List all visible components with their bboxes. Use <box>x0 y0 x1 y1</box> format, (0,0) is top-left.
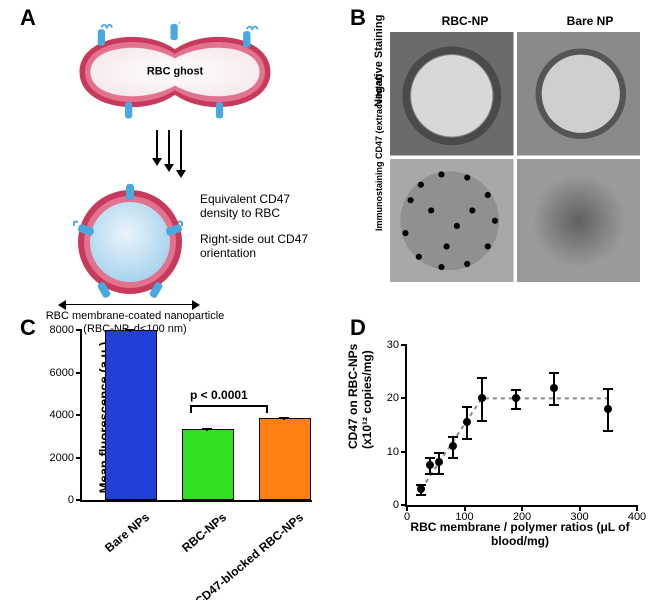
errcap <box>477 420 487 422</box>
xlabel-1: RBC-NPs <box>179 510 229 555</box>
point-d <box>417 485 425 493</box>
ytick <box>76 329 82 331</box>
row-header-immuno: Immunostaining CD47 (extracellular) <box>374 213 384 231</box>
panel-a: RBC ghost <box>20 12 330 302</box>
ytick <box>401 397 407 399</box>
errcap <box>416 494 426 496</box>
ytick <box>76 499 82 501</box>
errcap <box>434 473 444 475</box>
ytick-label: 8000 <box>50 324 74 336</box>
errcap <box>603 430 613 432</box>
ytick-label: 20 <box>387 392 399 404</box>
ytick <box>401 344 407 346</box>
figure-root: A B C D <box>0 0 663 600</box>
rbc-np-diagram <box>70 182 190 302</box>
panel-d: CD47 on RBC-NPs (x10¹² copies/mg) 010203… <box>350 320 650 590</box>
ytick-label: 0 <box>68 494 74 506</box>
ytick <box>76 372 82 374</box>
ytick <box>76 457 82 459</box>
rbc-ghost-diagram: RBC ghost <box>50 22 300 122</box>
ytick-label: 6000 <box>50 367 74 379</box>
em-image-grid <box>390 32 640 282</box>
ytick-label: 0 <box>393 499 399 511</box>
ytick-label: 10 <box>387 446 399 458</box>
bar-0 <box>105 330 157 500</box>
chart-d-ylabel: CD47 on RBC-NPs (x10¹² copies/mg) <box>346 429 374 449</box>
bar-2 <box>259 418 311 500</box>
panel-b: RBC-NP Bare NP Negative Staining Immunos… <box>350 12 650 302</box>
chart-c-axes: 02000400060008000 <box>80 330 312 502</box>
errcap <box>462 406 472 408</box>
errcap <box>125 329 135 331</box>
errcap <box>511 408 521 410</box>
sig-bracket-top <box>190 405 266 407</box>
errcap <box>448 436 458 438</box>
errcap <box>279 417 289 419</box>
errcap <box>434 452 444 454</box>
point-d <box>478 394 486 402</box>
note-cd47-density: Equivalent CD47 density to RBC <box>200 192 330 221</box>
errcap <box>603 388 613 390</box>
point-d <box>604 405 612 413</box>
point-d <box>512 394 520 402</box>
em-rbcnp-negstain <box>390 32 514 156</box>
errcap <box>448 457 458 459</box>
ytick <box>76 414 82 416</box>
errcap <box>549 404 559 406</box>
errcap <box>477 377 487 379</box>
sig-label: p < 0.0001 <box>190 388 248 402</box>
ytick-label: 30 <box>387 339 399 351</box>
errcap <box>549 372 559 374</box>
sig-bracket-left <box>190 405 192 413</box>
errcap <box>425 457 435 459</box>
sig-bracket-right <box>266 405 268 413</box>
em-rbcnp-immuno <box>390 159 514 283</box>
point-d <box>435 458 443 466</box>
process-arrows <box>150 130 190 180</box>
col-header-rbcnp: RBC-NP <box>410 14 520 28</box>
ghost-label-svg: RBC ghost <box>147 66 204 78</box>
panel-c: Mean fluorescence (a.u.) 020004000600080… <box>20 320 330 590</box>
point-d <box>449 442 457 450</box>
ytick-label: 4000 <box>50 409 74 421</box>
bar-1 <box>182 429 234 500</box>
trend-line <box>407 345 637 505</box>
errcap <box>202 428 212 430</box>
ytick-label: 2000 <box>50 452 74 464</box>
point-d <box>463 418 471 426</box>
chart-d-xlabel: RBC membrane / polymer ratios (μL of blo… <box>405 520 635 548</box>
em-barenp-immuno <box>517 159 641 283</box>
point-d <box>426 461 434 469</box>
note-cd47-orientation: Right-side out CD47 orientation <box>200 232 330 261</box>
point-d <box>550 384 558 392</box>
ytick <box>401 451 407 453</box>
chart-d-axes: 01020300100200300400 <box>405 345 637 507</box>
em-barenp-negstain <box>517 32 641 156</box>
col-header-barenp: Bare NP <box>535 14 645 28</box>
errcap <box>511 389 521 391</box>
dimension-arrows <box>64 304 194 305</box>
xlabel-0: Bare NPs <box>102 510 152 555</box>
errcap <box>462 438 472 440</box>
